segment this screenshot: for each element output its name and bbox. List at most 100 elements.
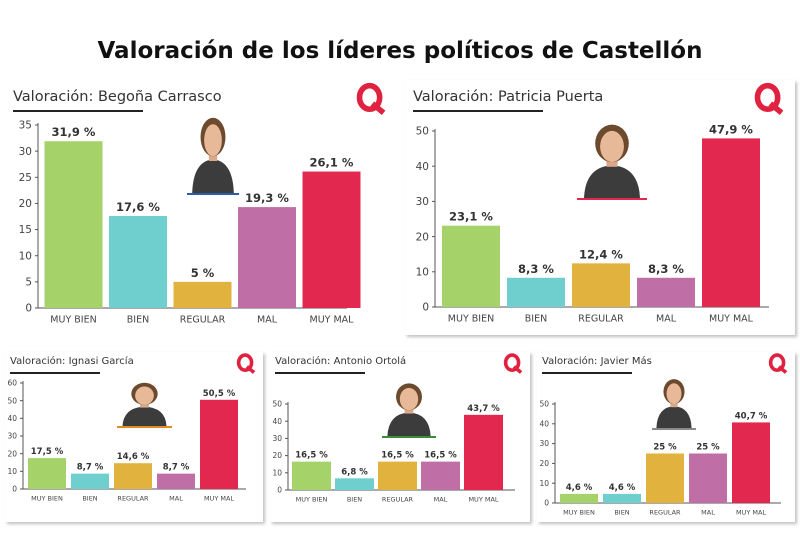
category-label: BIEN	[347, 496, 362, 504]
y-tick-label: 30	[416, 196, 429, 208]
category-label: MAL	[434, 496, 448, 504]
bar-chart: 0 5 10 15 20 25 30 35 31,9 % MUY BIEN 17,6 % BIEN 5 …	[19, 82, 386, 326]
bar-muy-bien	[292, 461, 331, 490]
chart-panel-ignasi: Valoración: Ignasi García 0 10 20 30 40 50 60 17…	[5, 352, 263, 522]
category-label: REGULAR	[578, 314, 624, 325]
bar-mal	[689, 453, 727, 503]
y-tick-label: 10	[416, 266, 429, 278]
bar-mal	[637, 277, 695, 307]
chart-title: Valoración: Patricia Puerta	[413, 89, 604, 105]
y-tick-label: 20	[539, 459, 549, 468]
title-underline	[542, 372, 632, 374]
bar-chart: 0 10 20 30 40 50 16,5 % MUY BIEN 6,8 % BIEN 16,5 %…	[272, 353, 523, 504]
y-tick-label: 0	[544, 499, 549, 508]
page-title: Valoración de los líderes políticos de C…	[97, 38, 703, 64]
y-tick-label: 40	[539, 419, 549, 428]
title-underline	[13, 109, 143, 112]
person-photo-icon	[187, 117, 239, 195]
category-label: MUY MAL	[204, 495, 234, 503]
y-tick-label: 10	[7, 467, 17, 476]
data-label: 43,7 %	[467, 404, 500, 414]
y-tick-label: 20	[416, 231, 429, 243]
bar-regular	[378, 461, 417, 490]
y-tick-label: 35	[19, 120, 32, 132]
chart-title: Valoración: Ignasi García	[10, 356, 134, 367]
category-label: MUY BIEN	[31, 495, 63, 503]
y-tick-label: 20	[7, 449, 17, 458]
y-tick-label: 40	[7, 414, 17, 423]
data-label: 8,7 %	[163, 463, 190, 473]
data-label: 25 %	[653, 443, 677, 453]
category-label: BIEN	[82, 495, 97, 503]
category-label: MUY BIEN	[563, 509, 595, 517]
bar-muy-bien	[560, 493, 598, 503]
y-tick-label: 10	[539, 479, 549, 488]
category-label: REGULAR	[649, 509, 681, 517]
person-photo-icon	[577, 124, 647, 200]
category-label: MUY MAL	[468, 496, 498, 504]
category-label: MAL	[257, 315, 278, 326]
data-label: 26,1 %	[310, 156, 354, 170]
data-label: 4,6 %	[566, 483, 593, 493]
chart-title: Valoración: Antonio Ortolá	[275, 356, 407, 367]
bar-muy-bien	[442, 225, 500, 307]
bar-chart: 0 10 20 30 40 50 4,6 % MUY BIEN 4,6 % BIEN 25 % REG…	[539, 353, 788, 517]
bar-muy-bien	[28, 458, 66, 489]
bar-mal	[238, 207, 296, 308]
y-tick-label: 50	[272, 400, 282, 409]
y-tick-label: 0	[277, 486, 282, 495]
bar-bien	[109, 215, 167, 308]
y-tick-label: 20	[19, 198, 32, 210]
y-tick-label: 30	[7, 432, 17, 441]
category-label: MAL	[169, 495, 183, 503]
data-label: 31,9 %	[52, 125, 96, 139]
data-label: 17,6 %	[116, 200, 160, 214]
bar-bien	[71, 473, 109, 489]
data-label: 4,6 %	[609, 483, 636, 493]
y-tick-label: 40	[416, 161, 429, 173]
data-label: 5 %	[191, 266, 215, 280]
data-label: 8,3 %	[518, 262, 554, 276]
category-label: MAL	[701, 509, 715, 517]
chart-panel-patricia: Valoración: Patricia Puerta 0 10 20 30 40 50 23…	[405, 80, 795, 335]
chart-panel-javier: Valoración: Javier Más 0 10 20 30 40 50 4,6 % MU…	[537, 352, 795, 522]
chart-panel-begona: Valoración: Begoña Carrasco 0 5 10 15 20 25 30 3…	[5, 80, 398, 326]
y-tick-label: 15	[19, 224, 32, 236]
logo-icon	[503, 353, 523, 374]
data-label: 14,6 %	[117, 452, 150, 462]
y-tick-label: 20	[272, 451, 282, 460]
data-label: 25 %	[696, 443, 720, 453]
category-label: MUY MAL	[310, 315, 355, 326]
bar-bien	[507, 277, 565, 307]
logo-icon	[768, 353, 788, 374]
y-tick-label: 40	[272, 417, 282, 426]
y-tick-label: 30	[272, 434, 282, 443]
y-tick-label: 30	[19, 146, 32, 158]
data-label: 16,5 %	[381, 451, 414, 461]
bar-bien	[335, 478, 374, 490]
bar-bien	[603, 493, 641, 503]
person-photo-icon	[382, 383, 436, 438]
y-tick-label: 10	[272, 468, 282, 477]
bar-mal	[157, 473, 195, 489]
y-tick-label: 10	[19, 250, 32, 262]
data-label: 16,5 %	[295, 451, 328, 461]
y-tick-label: 30	[539, 439, 549, 448]
bar-mal	[421, 461, 460, 490]
person-photo-icon	[117, 382, 172, 428]
data-label: 23,1 %	[449, 210, 493, 224]
category-label: BIEN	[614, 509, 629, 517]
bar-muy-mal	[702, 138, 760, 307]
chart-panel-antonio: Valoración: Antonio Ortolá 0 10 20 30 40 50 16,…	[270, 352, 530, 522]
category-label: REGULAR	[180, 315, 226, 326]
y-tick-label: 50	[539, 400, 549, 409]
category-label: MUY BIEN	[50, 315, 96, 326]
category-label: MUY MAL	[736, 509, 766, 517]
y-tick-label: 0	[12, 485, 17, 494]
category-label: MUY BIEN	[448, 314, 494, 325]
y-tick-label: 50	[7, 396, 17, 405]
logo-icon	[356, 82, 386, 115]
bar-regular	[173, 281, 232, 308]
y-tick-label: 0	[25, 303, 32, 315]
category-label: REGULAR	[117, 495, 149, 503]
